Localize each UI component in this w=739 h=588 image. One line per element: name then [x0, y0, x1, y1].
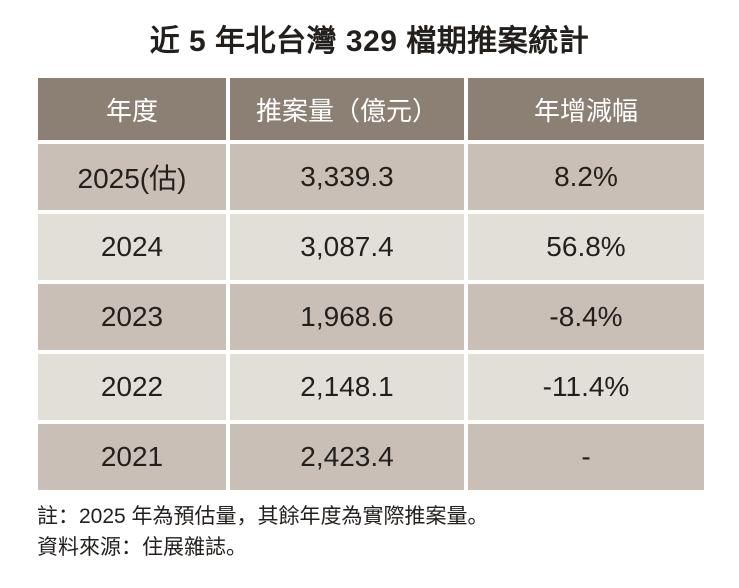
change-cell: - [464, 420, 708, 494]
volume-cell: 3,087.4 [226, 210, 468, 284]
table-row: 2022 2,148.1 -11.4% [34, 350, 708, 424]
column-header-change: 年增減幅 [464, 74, 708, 144]
footnotes: 註：2025 年為預估量，其餘年度為實際推案量。 資料來源：住展雜誌。 [37, 501, 739, 563]
table-row: 2021 2,423.4 - [34, 420, 708, 494]
table-row: 2023 1,968.6 -8.4% [34, 280, 708, 354]
page-title: 近 5 年北台灣 329 檔期推案統計 [149, 25, 590, 58]
note-text: 註：2025 年為預估量，其餘年度為實際推案量。 [37, 505, 489, 528]
volume-cell: 1,968.6 [226, 280, 468, 354]
year-cell: 2022 [34, 350, 230, 424]
year-cell: 2021 [34, 420, 230, 494]
volume-cell: 2,423.4 [226, 420, 468, 494]
change-cell: 8.2% [464, 140, 708, 214]
year-cell: 2024 [34, 210, 230, 284]
year-cell: 2025(估) [34, 140, 230, 214]
source-text: 資料來源：住展雜誌。 [37, 536, 247, 559]
table-row: 2025(估) 3,339.3 8.2% [34, 140, 708, 214]
header-row: 年度 推案量（億元） 年增減幅 [34, 74, 708, 144]
change-cell: 56.8% [464, 210, 708, 284]
volume-cell: 3,339.3 [226, 140, 468, 214]
table-row: 2024 3,087.4 56.8% [34, 210, 708, 284]
volume-cell: 2,148.1 [226, 350, 468, 424]
column-header-volume: 推案量（億元） [226, 74, 468, 144]
column-header-year: 年度 [34, 74, 230, 144]
change-cell: -8.4% [464, 280, 708, 354]
stats-table: 年度 推案量（億元） 年增減幅 2025(估) 3,339.3 8.2% 202… [34, 74, 708, 494]
year-cell: 2023 [34, 280, 230, 354]
change-cell: -11.4% [464, 350, 708, 424]
